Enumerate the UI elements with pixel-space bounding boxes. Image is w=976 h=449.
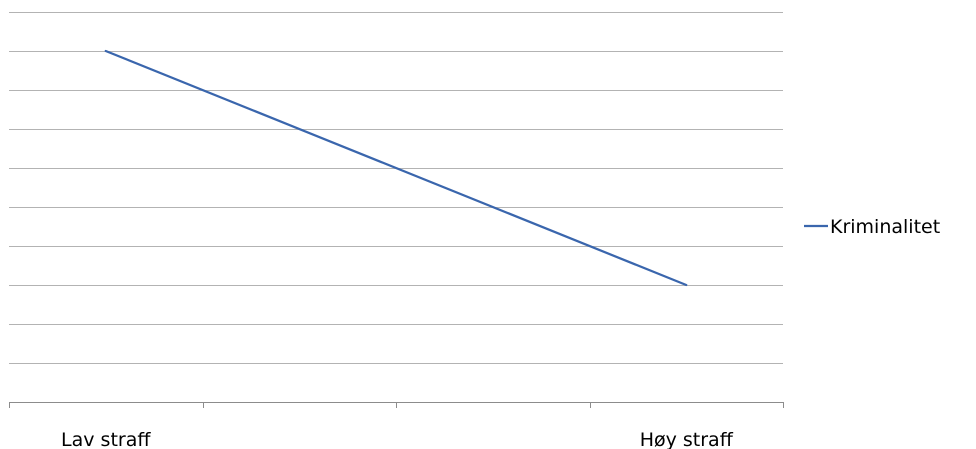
x-tick-label: Høy straff [640,429,734,449]
gridlines [9,12,783,364]
legend-label: Kriminalitet [830,216,940,238]
legend: Kriminalitet [804,216,940,238]
x-axis-tick-labels: Lav straff Høy straff [61,429,734,449]
series-line [104,49,688,287]
series [104,49,688,287]
x-axis-ticks [9,402,784,408]
x-tick-label: Lav straff [61,429,151,449]
